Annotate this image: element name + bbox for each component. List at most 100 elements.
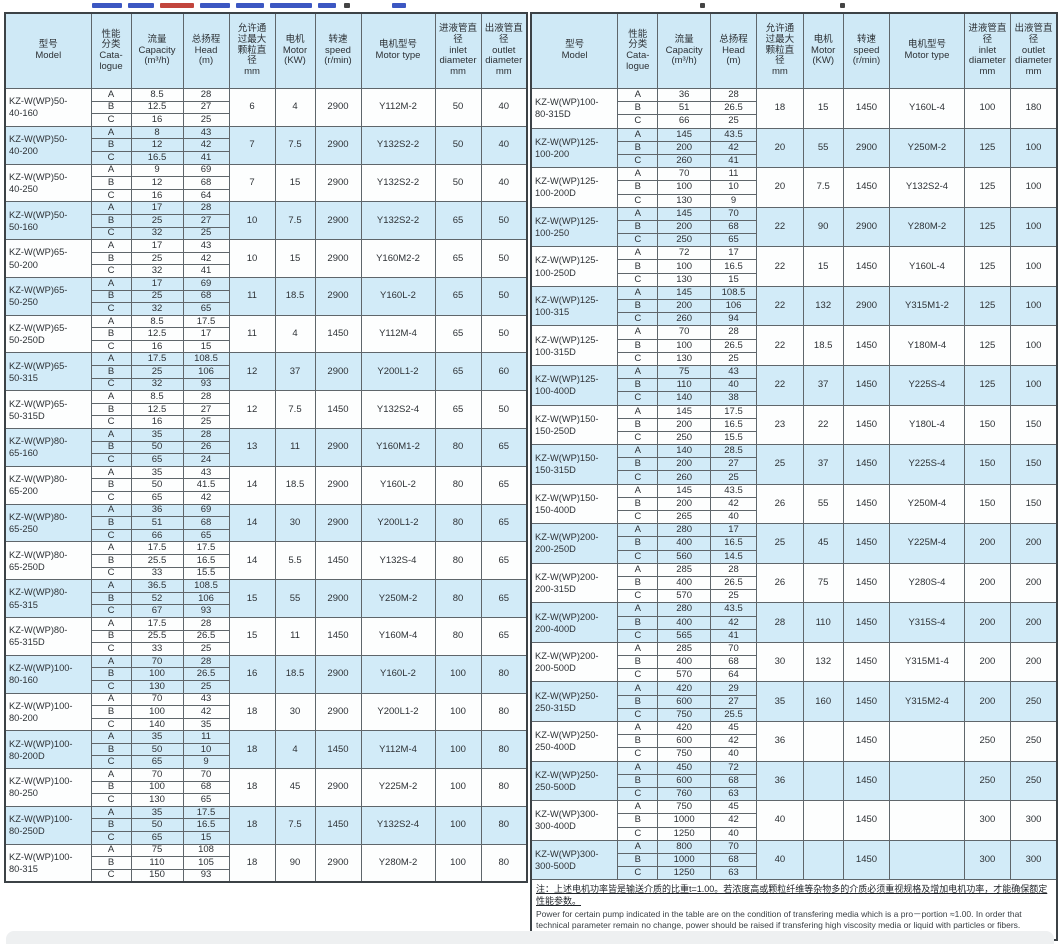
catalogue-cell: C — [90, 793, 132, 807]
col-header-catalogue: 性能 分类 Cata- logue — [90, 12, 132, 89]
motor-power-cell: 7.5 — [274, 805, 316, 845]
header-row: 型号 Model 性能 分类 Cata- logue 流量 Capacity (m³… — [530, 12, 1058, 89]
speed-cell: 1450 — [842, 800, 891, 841]
catalogue-cell: B — [617, 813, 659, 828]
capacity-cell: 1250 — [657, 826, 711, 841]
particle-size-cell: 15 — [228, 579, 276, 618]
particle-size-cell: 23 — [756, 404, 804, 446]
capacity-cell: 17.5 — [130, 541, 184, 555]
catalogue-cell: A — [90, 768, 132, 782]
head-cell: 40 — [709, 826, 758, 841]
catalogue-cell: A — [90, 692, 132, 707]
motor-type-cell — [889, 760, 965, 802]
speed-cell: 1450 — [842, 364, 891, 406]
head-cell: 25 — [182, 415, 230, 430]
head-cell: 24 — [182, 453, 230, 467]
catalogue-cell: C — [90, 113, 132, 127]
model-cell: KZ-W(WP)125- 100-315D — [530, 325, 619, 366]
motor-power-cell: 7.5 — [274, 201, 316, 241]
speed-cell: 1450 — [842, 483, 891, 525]
outlet-diameter-cell: 100 — [1010, 246, 1058, 287]
head-cell: 16.5 — [709, 259, 758, 274]
particle-size-cell: 7 — [228, 125, 276, 165]
capacity-cell: 145 — [657, 206, 711, 221]
motor-type-cell: Y250M-4 — [889, 483, 965, 525]
capacity-cell: 285 — [657, 641, 711, 657]
catalogue-cell: A — [90, 843, 132, 858]
outlet-diameter-cell: 300 — [1010, 800, 1058, 841]
capacity-cell: 200 — [657, 219, 711, 235]
table-row: B 1000 68 — [531, 852, 1057, 868]
capacity-cell: 570 — [657, 589, 711, 604]
catalogue-cell: C — [90, 831, 132, 845]
motor-power-cell: 55 — [274, 579, 316, 618]
catalogue-cell: C — [617, 272, 659, 287]
head-cell: 15 — [709, 272, 758, 287]
outlet-diameter-cell: 80 — [480, 654, 528, 694]
model-cell: KZ-W(WP)80- 65-315D — [4, 616, 92, 656]
catalogue-cell: A — [617, 760, 659, 775]
capacity-cell: 8.5 — [130, 88, 184, 102]
capacity-cell: 12 — [130, 138, 184, 152]
particle-size-cell: 18 — [228, 768, 276, 807]
model-cell: KZ-W(WP)50- 40-250 — [4, 163, 92, 203]
inlet-diameter-cell: 65 — [434, 239, 482, 278]
catalogue-cell: A — [617, 127, 659, 142]
model-cell: KZ-W(WP)65- 50-250 — [4, 276, 92, 316]
table-row: KZ-W(WP)125- 100-250D A 72 17 22 15 1450 Y160L-… — [530, 246, 1058, 287]
inlet-diameter-cell: 125 — [963, 246, 1012, 287]
table-row: KZ-W(WP)50- 40-250 A 9 69 7 15 2900 Y132S2-2 50 4… — [4, 163, 528, 203]
table-row: B 12 42 — [5, 138, 527, 152]
particle-size-cell: 13 — [228, 428, 276, 467]
head-cell: 93 — [182, 377, 230, 392]
table-row: KZ-W(WP)250- 250-315D A 420 29 35 160 1450 Y315… — [530, 681, 1058, 722]
model-cell: KZ-W(WP)300- 300-500D — [530, 839, 619, 881]
catalogue-cell: C — [90, 226, 132, 241]
catalogue-cell: B — [617, 338, 659, 353]
capacity-cell: 260 — [657, 470, 711, 485]
model-cell: KZ-W(WP)50- 50-160 — [4, 201, 92, 241]
catalogue-cell: B — [617, 536, 659, 551]
catalogue-cell: A — [90, 163, 132, 178]
catalogue-cell: B — [90, 591, 132, 606]
cropped-title-fragments — [0, 0, 1060, 11]
table-row: C 32 25 — [5, 226, 527, 241]
table-row: B 100 10 — [531, 180, 1057, 195]
capacity-cell: 600 — [657, 773, 711, 788]
catalogue-cell: A — [617, 523, 659, 538]
head-cell: 27 — [182, 213, 230, 228]
capacity-cell: 70 — [130, 768, 184, 782]
capacity-cell: 145 — [657, 127, 711, 142]
head-cell: 11 — [709, 167, 758, 182]
table-row: C 260 94 — [531, 312, 1057, 327]
capacity-cell: 8 — [130, 125, 184, 140]
head-cell: 42 — [709, 140, 758, 155]
model-cell: KZ-W(WP)200- 200-400D — [530, 602, 619, 643]
head-cell: 93 — [182, 868, 230, 883]
catalogue-cell: B — [90, 667, 132, 681]
head-cell: 68 — [709, 773, 758, 788]
inlet-diameter-cell: 125 — [963, 127, 1012, 169]
capacity-cell: 65 — [130, 755, 184, 770]
head-cell: 63 — [709, 866, 758, 881]
capacity-cell: 600 — [657, 694, 711, 709]
table-row: C 66 25 — [531, 114, 1057, 129]
table-row: B 50 41.5 — [5, 478, 527, 492]
head-cell: 64 — [709, 668, 758, 683]
capacity-cell: 16 — [130, 188, 184, 203]
catalogue-cell: C — [617, 589, 659, 604]
bottom-page-strip — [6, 931, 1054, 944]
motor-power-cell: 75 — [802, 562, 844, 604]
capacity-cell: 25.5 — [130, 629, 184, 644]
speed-cell: 1450 — [314, 616, 362, 656]
motor-type-cell: Y250M-2 — [360, 579, 436, 618]
col-header-outlet: 出液管直 径 outlet diameter mm — [1010, 12, 1058, 89]
catalogue-cell: B — [90, 516, 132, 530]
table-row: C 565 41 — [531, 628, 1057, 643]
head-cell: 40 — [709, 747, 758, 762]
particle-size-cell: 22 — [756, 285, 804, 327]
col-header-motor: 电机 Motor (KW) — [274, 12, 316, 89]
table-row: B 51 26.5 — [531, 101, 1057, 116]
head-cell: 42 — [709, 813, 758, 828]
catalogue-cell: A — [617, 720, 659, 736]
